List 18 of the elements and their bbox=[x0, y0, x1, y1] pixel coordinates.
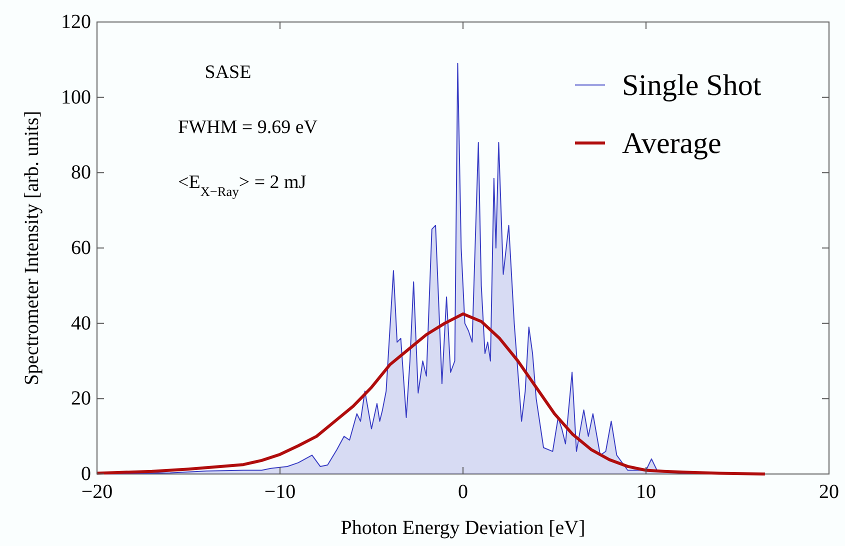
x-tick-label: 10 bbox=[636, 481, 656, 503]
x-tick-label: 20 bbox=[819, 481, 839, 503]
line-series bbox=[96, 312, 766, 476]
legend-label: Average bbox=[622, 127, 722, 160]
y-tick-label: 40 bbox=[71, 312, 91, 334]
y-axis-title: Spectrometer Intensity [arb. units] bbox=[21, 110, 43, 386]
annotation: FWHM = 9.69 eV bbox=[178, 117, 318, 138]
y-tick-label: 120 bbox=[61, 11, 91, 33]
y-tick-label: 80 bbox=[71, 162, 91, 184]
y-tick-label: 20 bbox=[71, 388, 91, 410]
annotation: SASE bbox=[204, 62, 252, 83]
x-tick-label: −10 bbox=[264, 481, 296, 503]
legend-label: Single Shot bbox=[622, 69, 762, 102]
x-axis-title: Photon Energy Deviation [eV] bbox=[340, 517, 586, 539]
y-tick-label: 60 bbox=[71, 237, 91, 259]
x-tick-label: 0 bbox=[458, 481, 468, 503]
y-tick-label: 100 bbox=[61, 86, 91, 108]
annotation: <E$_{X−Ray}$> = 2 mJ bbox=[178, 172, 306, 198]
